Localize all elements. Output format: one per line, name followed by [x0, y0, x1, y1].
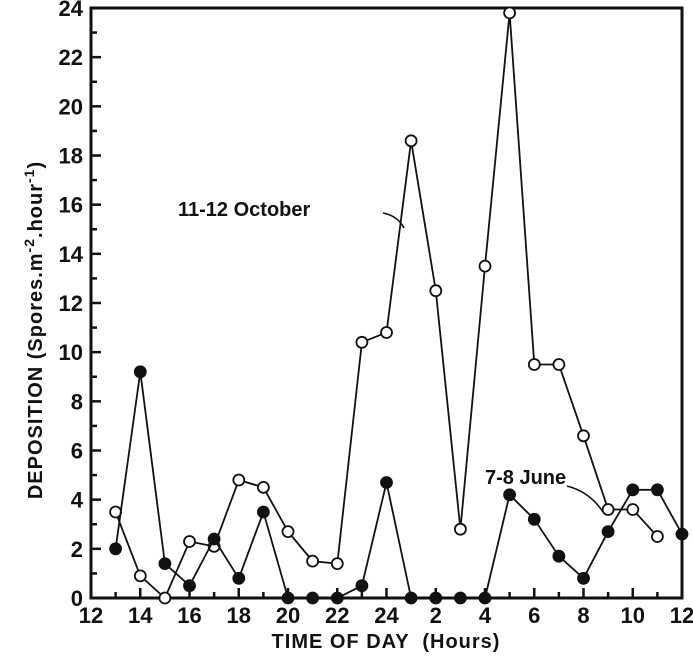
x-tick-label: 14: [128, 603, 153, 628]
data-point-october-22: [330, 557, 344, 570]
data-point-june-21: [306, 591, 320, 605]
y-tick-label: 14: [59, 242, 84, 267]
data-point-june-22: [330, 591, 344, 605]
data-point-june-5: [503, 488, 517, 502]
leader-line-june: [566, 485, 604, 513]
y-tick-label: 12: [59, 291, 83, 316]
series-line-october: [114, 12, 659, 600]
data-point-october-19: [256, 480, 270, 494]
data-point-june-19: [256, 505, 270, 519]
y-tick-label: 4: [71, 488, 84, 513]
y-tick-label: 22: [59, 45, 83, 70]
data-point-october-5: [503, 6, 517, 20]
data-point-june-1: [404, 591, 418, 605]
series-line-june: [114, 371, 683, 599]
data-point-october-8: [577, 429, 590, 443]
x-axis-title: TIME OF DAY (Hours): [272, 631, 501, 653]
data-point-june-12: [675, 527, 689, 541]
data-point-october-15: [158, 591, 172, 605]
y-tick-label: 2: [71, 537, 83, 562]
data-point-june-16: [183, 579, 196, 593]
leader-line-october: [382, 212, 405, 229]
data-point-june-24: [380, 476, 393, 489]
plot-frame: [89, 6, 684, 600]
data-point-june-17: [207, 532, 221, 546]
y-tick-label: 18: [59, 144, 83, 169]
data-point-october-1: [404, 134, 418, 148]
data-point-june-2: [429, 591, 443, 605]
data-point-june-20: [281, 591, 295, 605]
y-tick-label: 6: [71, 439, 83, 464]
x-tick-label: 16: [177, 603, 201, 628]
data-point-june-9: [601, 525, 615, 538]
x-tick-label: 18: [227, 603, 251, 628]
data-point-october-11: [651, 530, 664, 543]
y-tick-label: 8: [71, 389, 83, 414]
x-tick-label: 8: [577, 603, 589, 628]
data-point-october-3: [453, 522, 467, 536]
data-point-june-13: [109, 542, 122, 556]
data-point-june-4: [478, 591, 492, 605]
y-axis-title: DEPOSITION (Spores.m-2.hour-1): [21, 161, 47, 499]
series-layer: [109, 6, 689, 605]
y-tick-label: 24: [59, 0, 84, 21]
data-point-june-3: [453, 591, 467, 605]
x-tick-label: 2: [430, 603, 442, 628]
x-tick-label: 22: [325, 603, 349, 628]
data-point-june-10: [626, 483, 640, 497]
data-point-october-16: [183, 535, 196, 548]
data-point-october-10: [626, 503, 640, 516]
data-point-october-4: [478, 259, 492, 273]
x-axis: 12 14 16 18 20 22 24 2 4 6 8 10 12: [79, 588, 693, 628]
data-point-october-24: [380, 326, 393, 339]
data-point-october-20: [281, 525, 295, 538]
y-tick-label: 10: [59, 340, 83, 365]
x-tick-label: 6: [528, 603, 540, 628]
x-tick-label: 24: [374, 603, 399, 628]
data-point-october-6: [527, 358, 541, 371]
data-point-october-23: [355, 335, 369, 349]
y-tick-label: 20: [59, 94, 83, 119]
series-label-june: 7-8 June: [485, 467, 566, 489]
x-tick-label: 4: [479, 603, 492, 628]
series-label-october: 11-12 October: [178, 199, 311, 221]
data-point-october-14: [133, 569, 147, 583]
data-point-october-9: [601, 503, 615, 516]
x-tick-label: 12: [670, 603, 693, 628]
data-point-june-18: [232, 571, 246, 585]
data-point-june-23: [355, 579, 369, 593]
data-point-june-8: [577, 571, 590, 585]
data-point-october-7: [552, 358, 566, 371]
x-tick-label: 10: [621, 603, 645, 628]
data-point-june-15: [158, 557, 172, 570]
x-tick-label: 12: [79, 603, 103, 628]
data-point-june-11: [651, 483, 664, 497]
data-point-june-6: [527, 512, 541, 526]
x-tick-label: 20: [276, 603, 300, 628]
y-tick-label: 16: [59, 193, 83, 218]
data-point-june-14: [133, 365, 147, 379]
data-point-june-7: [552, 549, 566, 563]
y-tick-label: 0: [71, 586, 83, 611]
data-point-october-18: [232, 473, 246, 487]
data-point-october-21: [306, 554, 320, 568]
data-point-october-2: [429, 284, 443, 298]
